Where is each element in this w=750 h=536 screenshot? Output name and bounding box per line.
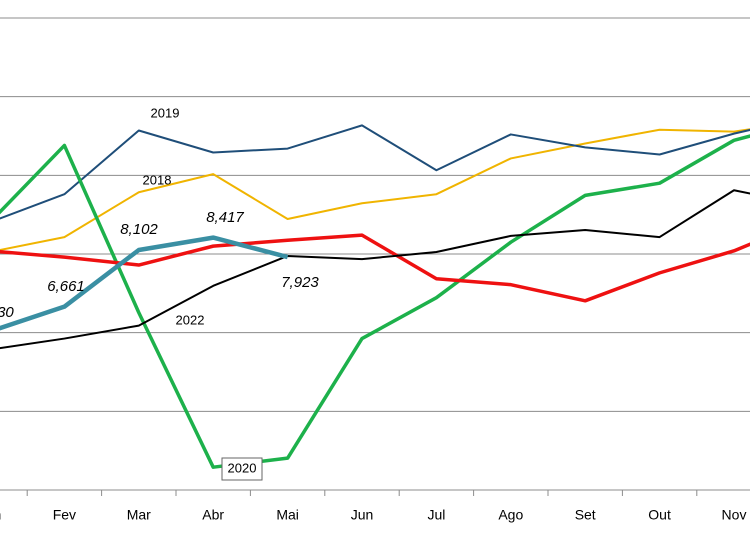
- series-label: 2020: [228, 460, 257, 475]
- x-tick-label: Out: [648, 507, 671, 523]
- value-label: 6,030: [0, 304, 14, 321]
- value-label: 8,417: [206, 209, 244, 226]
- x-tick-label: Mar: [127, 507, 151, 523]
- value-label: 6,661: [47, 278, 85, 295]
- x-tick-label: Jul: [427, 507, 445, 523]
- x-tick-label: Jan: [0, 507, 1, 523]
- value-label: 7,923: [281, 274, 319, 291]
- series-label: 2018: [143, 172, 172, 187]
- label-box: [221, 457, 263, 481]
- x-tick-label: Mai: [276, 507, 299, 523]
- series-line: [0, 124, 750, 220]
- value-label: 8,102: [120, 221, 158, 238]
- x-tick-label: Nov: [722, 507, 747, 523]
- x-tick-label: Jun: [351, 507, 374, 523]
- series-line: [0, 128, 750, 252]
- x-tick-label: Fev: [53, 507, 76, 523]
- series-label: 2022: [176, 312, 205, 327]
- x-tick-label: Ago: [498, 507, 523, 523]
- series-line: [0, 189, 750, 350]
- series-line: [0, 235, 289, 331]
- series-line: [0, 233, 750, 303]
- x-tick-label: Abr: [202, 507, 224, 523]
- series-line: [0, 134, 750, 469]
- series-label: 2019: [151, 105, 180, 120]
- x-tick-label: Set: [575, 507, 596, 523]
